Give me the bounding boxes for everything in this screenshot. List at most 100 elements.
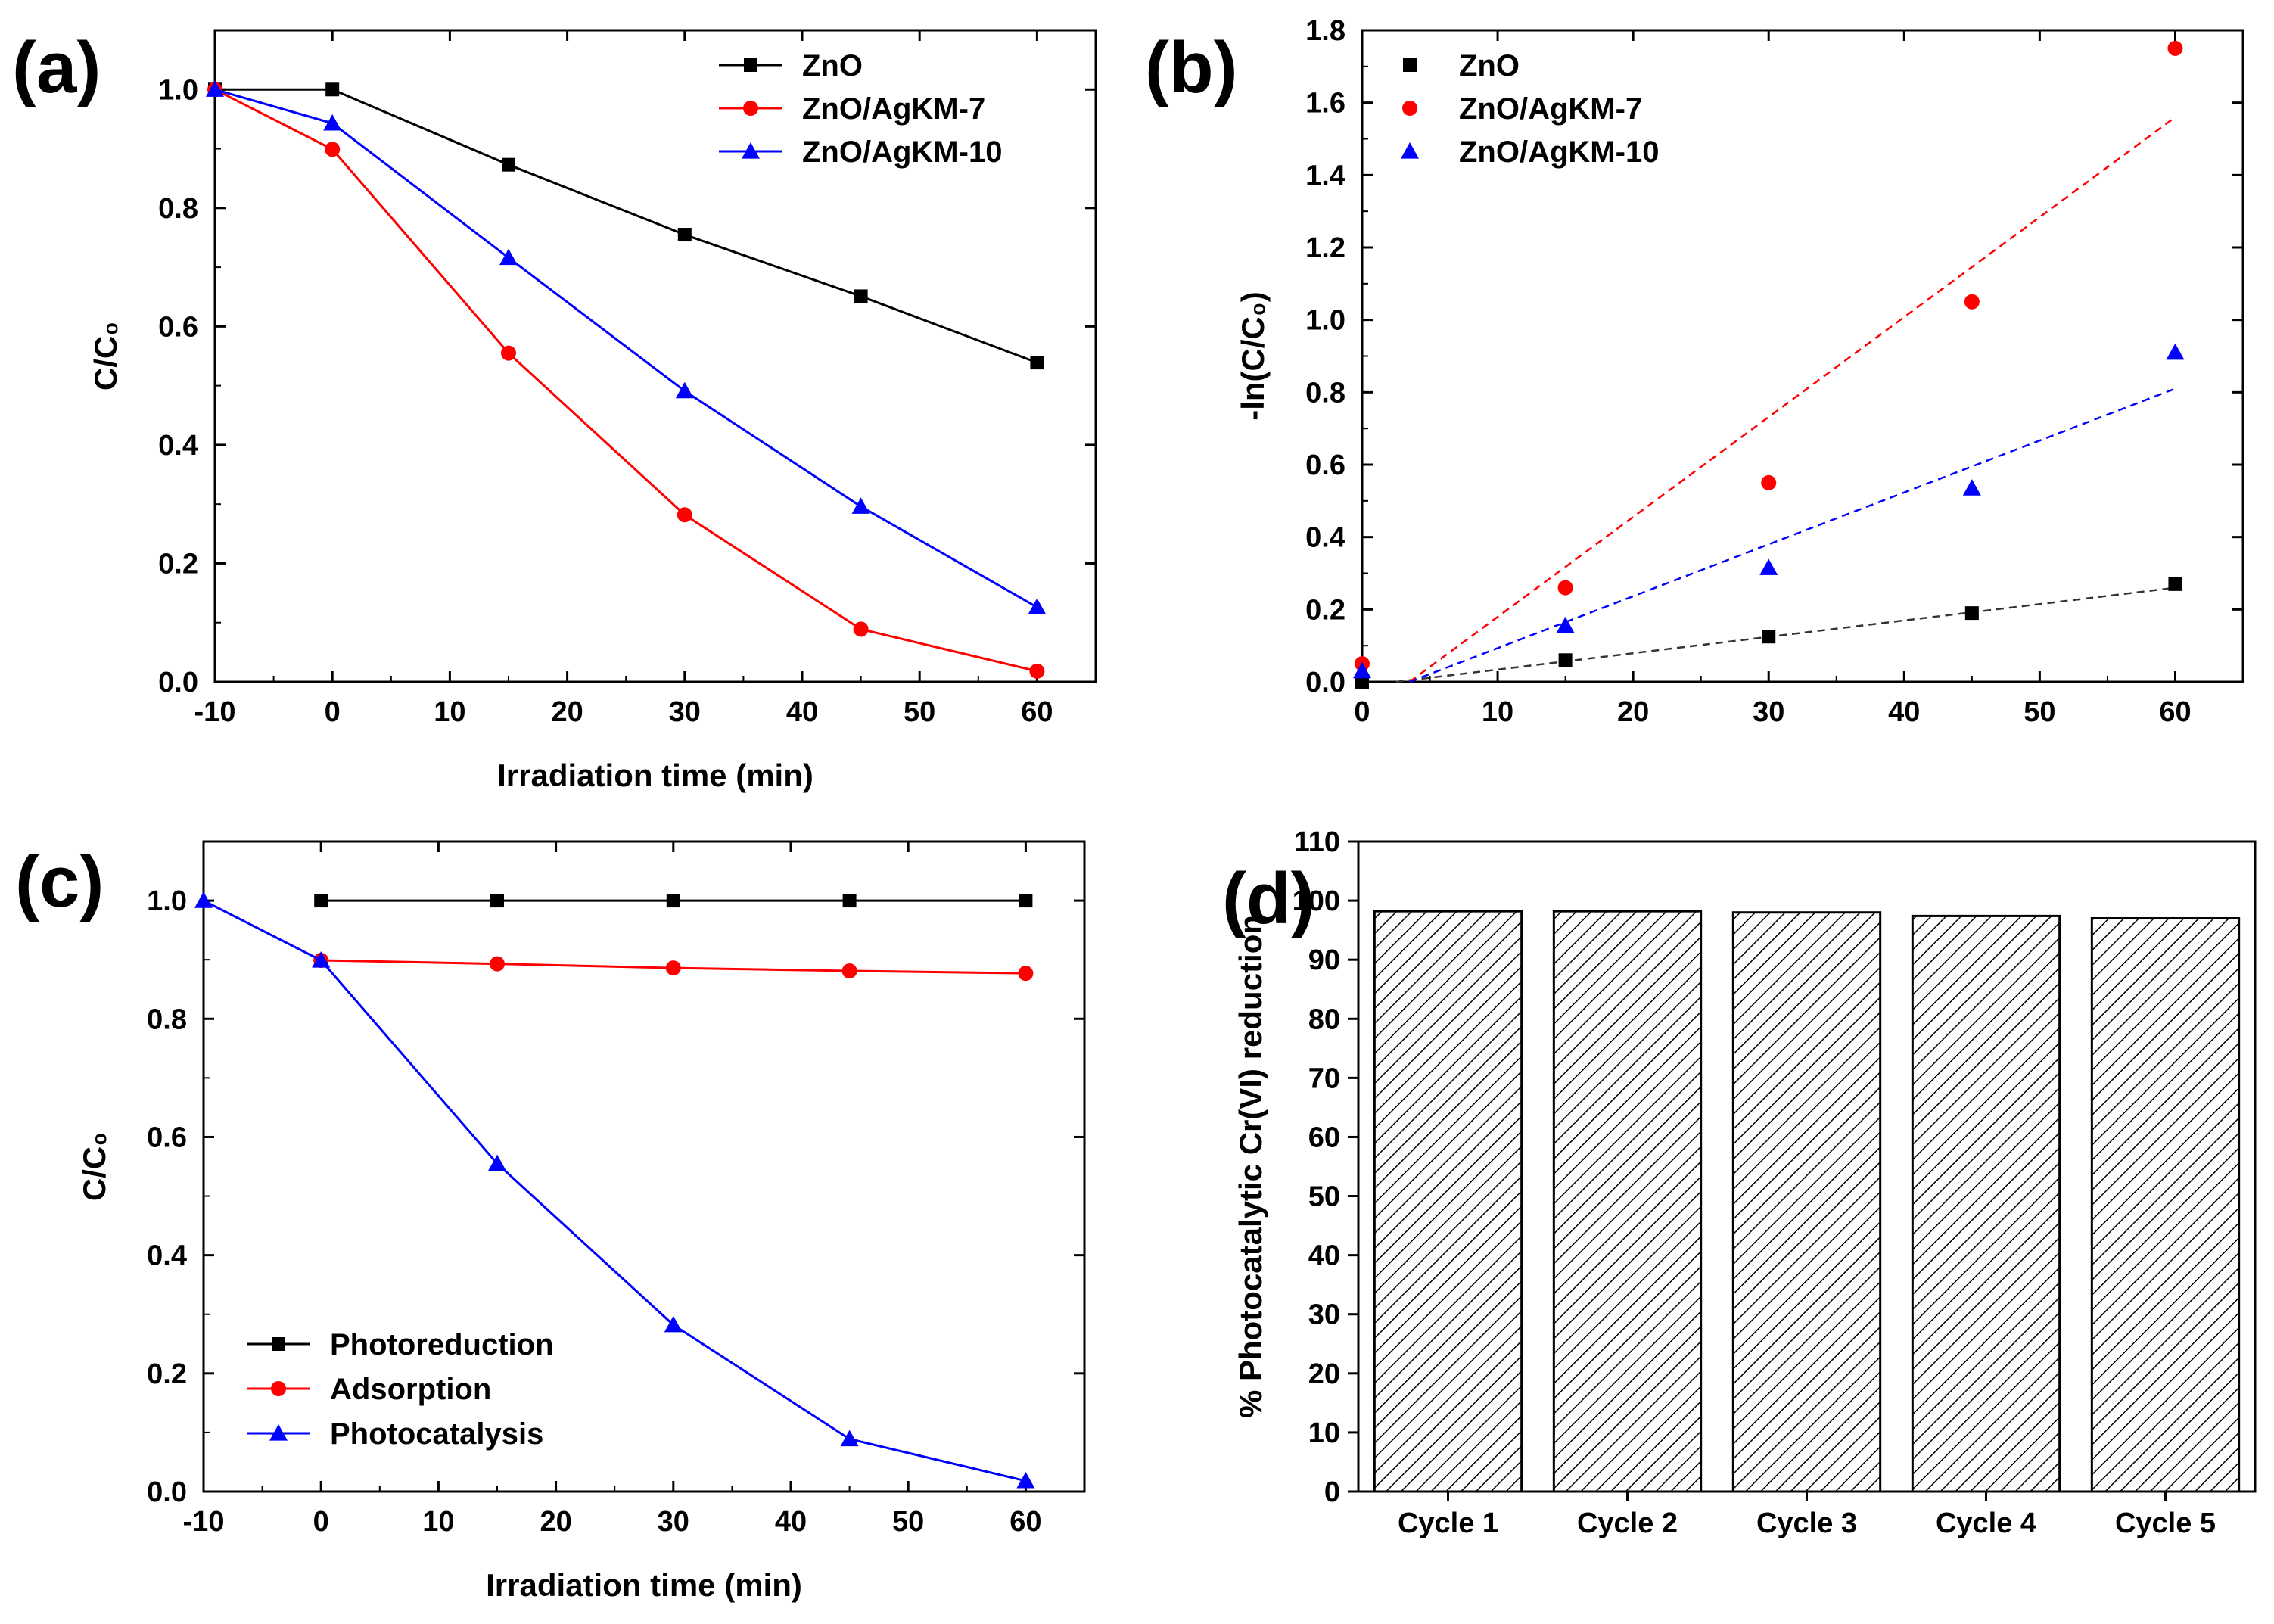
fit-line bbox=[1409, 387, 2176, 683]
data-point bbox=[194, 891, 213, 908]
data-point bbox=[325, 82, 340, 97]
y-axis-title: % Photocatalytic Cr(VI) reduction bbox=[1233, 915, 1268, 1418]
y-tick-label: 0.0 bbox=[158, 667, 198, 698]
y-tick-label: 1.4 bbox=[1305, 160, 1345, 191]
y-tick-label: 20 bbox=[1308, 1358, 1340, 1390]
y-tick-label: 0.2 bbox=[147, 1358, 187, 1390]
x-tick-label: 30 bbox=[658, 1506, 689, 1538]
data-point bbox=[840, 1430, 859, 1447]
series-zno-agkm-7 bbox=[1355, 40, 2183, 683]
legend-marker bbox=[1403, 58, 1417, 72]
data-point bbox=[854, 289, 868, 303]
series-photoreduction bbox=[314, 894, 1033, 908]
legend-label: ZnO/AgKM-7 bbox=[802, 92, 985, 126]
data-point bbox=[2167, 40, 2183, 56]
legend-marker bbox=[269, 1424, 288, 1441]
data-point bbox=[488, 1154, 506, 1171]
bar-cycle-1 bbox=[1373, 910, 1523, 1493]
y-tick-label: 60 bbox=[1308, 1122, 1340, 1153]
data-point bbox=[1019, 894, 1033, 908]
fit-line bbox=[1408, 116, 2176, 683]
y-tick-label: 0.2 bbox=[158, 548, 198, 580]
legend-label: ZnO/AgKM-10 bbox=[1459, 135, 1659, 169]
data-point bbox=[1018, 966, 1034, 982]
data-point bbox=[1558, 653, 1573, 667]
x-tick-label: Cycle 1 bbox=[1398, 1507, 1498, 1539]
panel-tag: (c) bbox=[15, 842, 104, 922]
data-point bbox=[677, 507, 692, 523]
y-tick-label: 90 bbox=[1308, 944, 1340, 976]
x-axis-title: Irradiation time (min) bbox=[497, 758, 813, 793]
y-tick-label: 0.6 bbox=[147, 1122, 187, 1153]
data-point bbox=[499, 248, 518, 266]
panel-b-chart: 0 10 20 30 40 50 60 0.0 0.2 0.4 0.6 0.8 1.0 1.2 1.4 1.6… bbox=[1145, 15, 2244, 728]
bar-cycle-3 bbox=[1731, 911, 1882, 1493]
data-point bbox=[312, 950, 331, 968]
series-zno-agkm-10 bbox=[206, 80, 1047, 614]
data-point bbox=[853, 621, 869, 637]
data-point bbox=[1762, 630, 1776, 644]
data-point bbox=[1030, 356, 1044, 370]
data-point bbox=[501, 345, 516, 361]
data-point bbox=[841, 963, 857, 979]
data-point bbox=[1557, 580, 1573, 596]
y-tick-label: 0.0 bbox=[147, 1476, 187, 1508]
x-tick-label: 10 bbox=[1482, 696, 1513, 728]
fit-line bbox=[1395, 586, 2176, 683]
x-tick-label: 40 bbox=[775, 1506, 807, 1538]
x-tick-label: Cycle 3 bbox=[1756, 1507, 1857, 1539]
legend: ZnO ZnO/AgKM-7 ZnO/AgKM-10 bbox=[719, 49, 1002, 169]
y-tick-label: 100 bbox=[1293, 885, 1340, 917]
y-tick-label: 0.4 bbox=[1305, 522, 1345, 554]
legend-label: ZnO bbox=[1459, 49, 1520, 82]
legend: ZnO ZnO/AgKM-7 ZnO/AgKM-10 bbox=[1401, 49, 1659, 169]
data-point bbox=[1761, 474, 1777, 490]
bar-cycle-5 bbox=[2090, 917, 2241, 1493]
x-tick-label: -10 bbox=[194, 696, 236, 728]
y-tick-label: 70 bbox=[1308, 1062, 1340, 1094]
series-line bbox=[203, 899, 1026, 1482]
legend-marker bbox=[1401, 142, 1419, 159]
data-point bbox=[851, 497, 870, 514]
x-tick-label: 0 bbox=[313, 1506, 329, 1538]
y-tick-label: 30 bbox=[1308, 1299, 1340, 1331]
panel-d-chart: 0 10 20 30 40 50 60 70 80 90 100 110 Cycle 1 Cycle 2 C… bbox=[1222, 826, 2257, 1539]
panel-c-chart: -10 0 10 20 30 40 50 60 0.0 0.2 0.4 0.6 0.8 1.0 Irradi… bbox=[15, 840, 1086, 1603]
data-point bbox=[1016, 1471, 1035, 1489]
x-tick-label: 10 bbox=[434, 696, 465, 728]
y-tick-label: 0 bbox=[1324, 1476, 1340, 1508]
data-point bbox=[675, 381, 694, 399]
legend-label: Adsorption bbox=[330, 1373, 491, 1406]
data-point bbox=[490, 956, 505, 972]
series-line bbox=[215, 88, 1037, 364]
panel-tag: (a) bbox=[12, 27, 101, 108]
x-tick-label: 50 bbox=[2024, 696, 2055, 728]
data-point bbox=[314, 894, 328, 908]
y-tick-label: 1.0 bbox=[158, 74, 198, 106]
data-point bbox=[1964, 294, 1980, 310]
x-tick-label: 20 bbox=[1617, 696, 1649, 728]
x-tick-label: 60 bbox=[1009, 1506, 1041, 1538]
x-tick-label: Cycle 5 bbox=[2115, 1507, 2216, 1539]
legend-label: ZnO bbox=[802, 49, 863, 82]
y-tick-label: 0.2 bbox=[1305, 594, 1345, 626]
x-tick-label: 60 bbox=[2159, 696, 2191, 728]
y-tick-label: 1.0 bbox=[147, 885, 187, 917]
series-zno bbox=[1355, 577, 2182, 689]
y-axis-title: -ln(C/C₀) bbox=[1235, 291, 1271, 421]
x-axis-title: Irradiation time (min) bbox=[486, 1567, 802, 1603]
data-point bbox=[490, 894, 504, 908]
data-point bbox=[664, 1315, 683, 1333]
legend-marker bbox=[743, 101, 758, 116]
x-tick-label: 40 bbox=[1888, 696, 1920, 728]
y-tick-label: 0.4 bbox=[147, 1240, 187, 1272]
data-point bbox=[1962, 479, 1981, 496]
data-point bbox=[2166, 343, 2185, 360]
plot-frame bbox=[1361, 29, 2244, 683]
legend-marker bbox=[744, 58, 757, 72]
series-line bbox=[214, 88, 1038, 608]
y-axis-title: C/C₀ bbox=[76, 1132, 112, 1201]
legend-label: Photoreduction bbox=[330, 1328, 554, 1361]
data-point bbox=[665, 960, 681, 976]
y-tick-label: 1.0 bbox=[1305, 305, 1345, 337]
